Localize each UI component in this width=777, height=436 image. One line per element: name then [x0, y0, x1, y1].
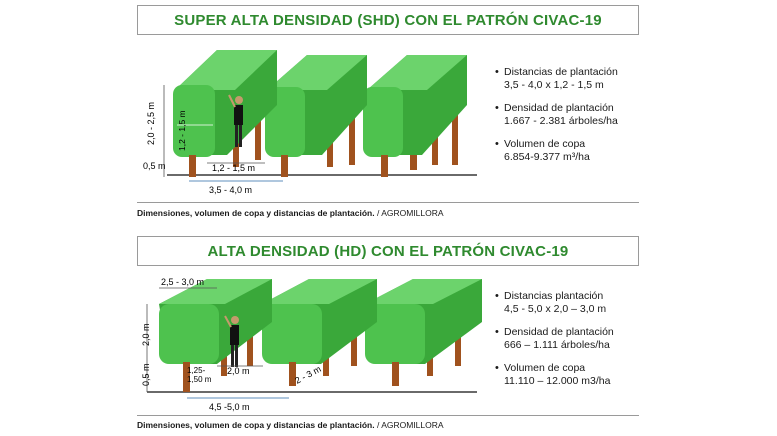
hd-dim-spacing-row: 4,5 -5,0 m [209, 402, 250, 412]
shd-bullet-value: 6.854-9.377 m³/ha [504, 151, 590, 163]
hd-dim-width-top: 2,5 - 3,0 m [161, 277, 204, 287]
hd-bullet: Distancias plantación 4,5 - 5,0 x 2,0 – … [495, 290, 614, 316]
hd-dim-gap-line1: 1,25- [187, 366, 206, 375]
shd-caption-bold: Dimensiones, volumen de copa y distancia… [137, 208, 375, 218]
shd-dim-spacing-row: 3,5 - 4,0 m [209, 185, 252, 195]
hd-bullet: Volumen de copa 11.110 – 12.000 m3/ha [495, 362, 614, 388]
hd-dim-gap-line2: 1,50 m [187, 375, 212, 384]
shd-bullet: Distancias de plantación 3,5 - 4,0 x 1,2… [495, 66, 618, 92]
hd-title: ALTA DENSIDAD (HD) CON EL PATRÓN CIVAC-1… [207, 242, 569, 260]
shd-bullet-value: 1.667 - 2.381 árboles/ha [504, 115, 618, 127]
shd-caption-source: / AGROMILLORA [374, 208, 444, 218]
hd-caption-bold: Dimensiones, volumen de copa y distancia… [137, 420, 375, 430]
shd-dim-spacing-tree: 1,2 - 1,5 m [212, 163, 255, 173]
hd-bullet-value: 11.110 – 12.000 m3/ha [504, 375, 611, 387]
hd-bullet-label: Densidad de plantación [504, 326, 614, 338]
hd-bullet: Densidad de plantación 666 – 1.111 árbol… [495, 326, 614, 352]
shd-bullet: Densidad de plantación 1.667 - 2.381 árb… [495, 102, 618, 128]
hedge-row-2 [262, 279, 377, 386]
hd-dim-diag: 2 - 3 m [293, 364, 322, 386]
hd-dim-height: 2,0 m [141, 323, 151, 346]
hd-hedgerow-illustration: 2,5 - 3,0 m 2,0 m 0,5 m 1,25- 1,50 m 2,0… [141, 277, 482, 412]
hd-bullet-value: 666 – 1.111 árboles/ha [504, 339, 610, 351]
person-figure [228, 94, 243, 147]
shd-hedgerow-illustration: 2,0 - 2,5 m 0,5 m 1,2 - 1,5 m 1,2 - 1,5 … [143, 50, 477, 195]
hedge-row-3 [365, 279, 482, 386]
shd-separator [137, 202, 639, 203]
hedge-row-1 [173, 50, 277, 177]
shd-title-box: SUPER ALTA DENSIDAD (SHD) CON EL PATRÓN … [137, 5, 639, 35]
hd-bullet-label: Volumen de copa [504, 362, 586, 374]
hd-caption: Dimensiones, volumen de copa y distancia… [137, 420, 444, 430]
shd-dim-trunk: 0,5 m [143, 161, 166, 171]
shd-bullet-label: Densidad de plantación [504, 102, 614, 114]
shd-bullet-label: Volumen de copa [504, 138, 586, 150]
shd-bullet-label: Distancias de plantación [504, 66, 618, 78]
hd-bullet-value: 4,5 - 5,0 x 2,0 – 3,0 m [504, 303, 607, 315]
hd-title-box: ALTA DENSIDAD (HD) CON EL PATRÓN CIVAC-1… [137, 236, 639, 266]
shd-caption: Dimensiones, volumen de copa y distancia… [137, 208, 444, 218]
person-figure [224, 315, 239, 367]
hd-caption-source: / AGROMILLORA [374, 420, 444, 430]
hedge-row-1 [159, 279, 272, 392]
shd-bullet-value: 3,5 - 4,0 x 1,2 - 1,5 m [504, 79, 604, 91]
hd-dim-spacing-tree: 2,0 m [227, 366, 250, 376]
hd-dim-trunk: 0,5 m [141, 363, 151, 386]
shd-title: SUPER ALTA DENSIDAD (SHD) CON EL PATRÓN … [174, 11, 602, 29]
hd-bullet-list: Distancias plantación 4,5 - 5,0 x 2,0 – … [495, 290, 614, 398]
shd-dim-height: 2,0 - 2,5 m [146, 102, 156, 145]
shd-bullet: Volumen de copa 6.854-9.377 m³/ha [495, 138, 618, 164]
shd-bullet-list: Distancias de plantación 3,5 - 4,0 x 1,2… [495, 66, 618, 174]
hd-bullet-label: Distancias plantación [504, 290, 604, 302]
hd-separator [137, 415, 639, 416]
shd-dim-width: 1,2 - 1,5 m [177, 110, 187, 151]
hedge-row-3 [363, 55, 467, 177]
hedge-row-2 [265, 55, 367, 177]
